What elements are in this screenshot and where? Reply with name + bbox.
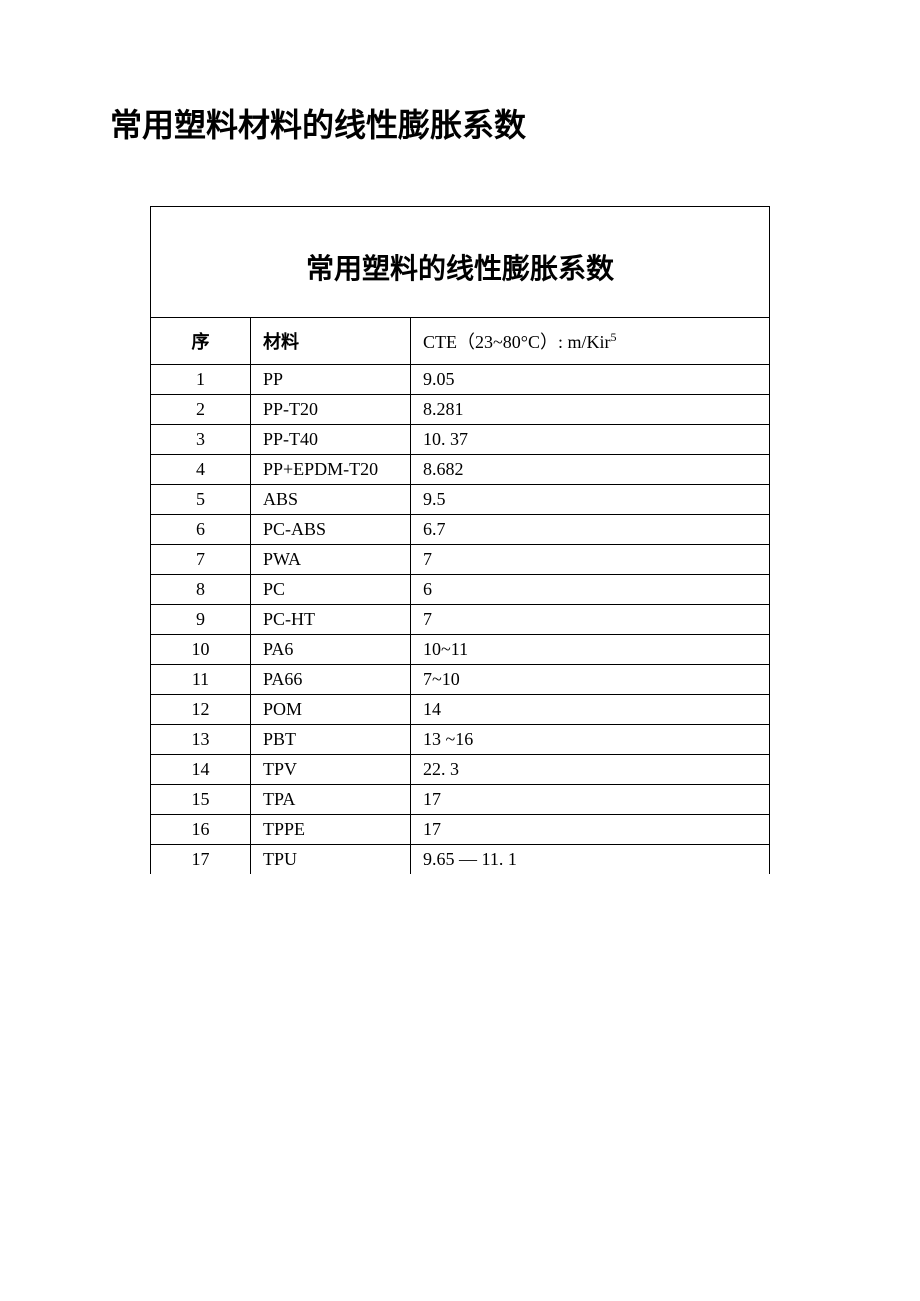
cell-cte: 10~11 (411, 635, 770, 665)
table-row: 7PWA7 (151, 545, 770, 575)
cell-cte: 8.281 (411, 395, 770, 425)
cell-material: PP+EPDM-T20 (251, 455, 411, 485)
cell-seq: 1 (151, 365, 251, 395)
cell-material: PBT (251, 725, 411, 755)
cell-seq: 2 (151, 395, 251, 425)
cell-seq: 13 (151, 725, 251, 755)
cell-cte: 7 (411, 545, 770, 575)
cte-tilde: ~ (493, 332, 503, 352)
table-row: 3PP-T4010. 37 (151, 425, 770, 455)
cell-material: PC (251, 575, 411, 605)
table-row: 9PC-HT7 (151, 605, 770, 635)
cell-cte: 9.05 (411, 365, 770, 395)
cell-seq: 6 (151, 515, 251, 545)
cell-material: PC-HT (251, 605, 411, 635)
cell-seq: 7 (151, 545, 251, 575)
cell-seq: 16 (151, 815, 251, 845)
cell-seq: 14 (151, 755, 251, 785)
cell-seq: 17 (151, 845, 251, 875)
cell-seq: 12 (151, 695, 251, 725)
cell-material: PP-T40 (251, 425, 411, 455)
cell-material: TPA (251, 785, 411, 815)
table-title-row: 常用塑料的线性膨胀系数 (151, 207, 770, 318)
cell-cte: 17 (411, 815, 770, 845)
cell-material: PWA (251, 545, 411, 575)
cell-material: PA6 (251, 635, 411, 665)
cell-cte: 9.65 — 11. 1 (411, 845, 770, 875)
table-row: 17TPU9.65 — 11. 1 (151, 845, 770, 875)
cell-seq: 8 (151, 575, 251, 605)
table-row: 8PC6 (151, 575, 770, 605)
cell-cte: 17 (411, 785, 770, 815)
cell-cte: 6.7 (411, 515, 770, 545)
cell-seq: 10 (151, 635, 251, 665)
table-body: 1PP9.052PP-T208.2813PP-T4010. 374PP+EPDM… (151, 365, 770, 875)
table-row: 10PA610~11 (151, 635, 770, 665)
cell-cte: 7 (411, 605, 770, 635)
cell-cte: 6 (411, 575, 770, 605)
header-seq: 序 (151, 318, 251, 365)
table-row: 2PP-T208.281 (151, 395, 770, 425)
cte-sup: 5 (610, 330, 616, 344)
cell-seq: 4 (151, 455, 251, 485)
table-row: 4PP+EPDM-T208.682 (151, 455, 770, 485)
cte-table: 常用塑料的线性膨胀系数 序 材料 CTE（23~80°C）: m/Kir5 1P… (150, 206, 770, 874)
cell-seq: 3 (151, 425, 251, 455)
cte-prefix: CTE（23 (423, 332, 493, 352)
cell-cte: 9.5 (411, 485, 770, 515)
cell-seq: 5 (151, 485, 251, 515)
cell-material: TPV (251, 755, 411, 785)
table-row: 11PA667~10 (151, 665, 770, 695)
cell-material: PP-T20 (251, 395, 411, 425)
cell-seq: 15 (151, 785, 251, 815)
table-title: 常用塑料的线性膨胀系数 (151, 207, 770, 318)
page-title: 常用塑料材料的线性膨胀系数 (110, 100, 820, 146)
cell-seq: 9 (151, 605, 251, 635)
table-row: 13PBT13 ~16 (151, 725, 770, 755)
cell-cte: 22. 3 (411, 755, 770, 785)
table-row: 1PP9.05 (151, 365, 770, 395)
table-header-row: 序 材料 CTE（23~80°C）: m/Kir5 (151, 318, 770, 365)
header-cte: CTE（23~80°C）: m/Kir5 (411, 318, 770, 365)
header-material: 材料 (251, 318, 411, 365)
cell-material: PC-ABS (251, 515, 411, 545)
cell-cte: 10. 37 (411, 425, 770, 455)
table-row: 12POM14 (151, 695, 770, 725)
cte-mid: 80°C）: m/Kir (503, 332, 611, 352)
table-row: 14TPV22. 3 (151, 755, 770, 785)
table-row: 16TPPE17 (151, 815, 770, 845)
cell-seq: 11 (151, 665, 251, 695)
cell-material: ABS (251, 485, 411, 515)
table-row: 5ABS9.5 (151, 485, 770, 515)
cell-material: POM (251, 695, 411, 725)
cell-cte: 8.682 (411, 455, 770, 485)
cell-material: TPU (251, 845, 411, 875)
table-row: 6PC-ABS6.7 (151, 515, 770, 545)
table-container: 常用塑料的线性膨胀系数 序 材料 CTE（23~80°C）: m/Kir5 1P… (150, 206, 770, 874)
table-row: 15TPA17 (151, 785, 770, 815)
cell-material: PP (251, 365, 411, 395)
cell-cte: 14 (411, 695, 770, 725)
cell-cte: 13 ~16 (411, 725, 770, 755)
cell-material: TPPE (251, 815, 411, 845)
cell-material: PA66 (251, 665, 411, 695)
cell-cte: 7~10 (411, 665, 770, 695)
